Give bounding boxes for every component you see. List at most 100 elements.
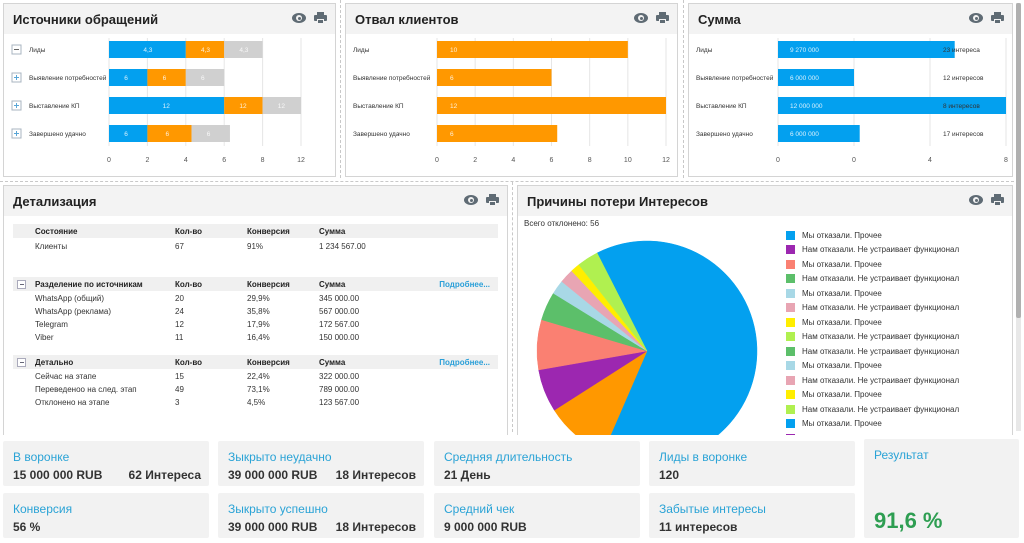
category-label: Выявление потребностей bbox=[353, 74, 431, 82]
legend-label: Мы отказали. Прочее bbox=[802, 288, 882, 298]
kpi-value: 9 000 000 RUB bbox=[444, 520, 527, 534]
col-header: Кол-во bbox=[175, 226, 203, 236]
table-row: Клиенты 67 91% 1 234 567.00 bbox=[13, 239, 498, 252]
kpi-result: Результат 91,6 % bbox=[864, 439, 1019, 538]
legend-item[interactable]: Мы отказали. Прочее bbox=[786, 359, 959, 374]
cell: WhatsApp (общий) bbox=[35, 293, 105, 303]
bar-label: 12 bbox=[239, 103, 247, 110]
panel-header: Источники обращений bbox=[4, 4, 335, 34]
kpi-label: Конверсия bbox=[13, 502, 73, 516]
cell: 16,4% bbox=[247, 332, 270, 342]
legend-swatch bbox=[786, 346, 795, 356]
cell: 789 000.00 bbox=[319, 384, 360, 394]
legend-swatch bbox=[786, 259, 795, 269]
separator bbox=[0, 181, 1014, 182]
bar-label: 6 bbox=[124, 75, 128, 82]
page-scrollbar[interactable] bbox=[1016, 3, 1021, 431]
x-tick-label: 0 bbox=[107, 157, 111, 164]
print-icon[interactable] bbox=[486, 194, 499, 206]
legend-item[interactable]: Мы отказали. Прочее bbox=[786, 257, 959, 272]
panel-header: Детализация bbox=[4, 186, 507, 216]
more-link[interactable]: Подробнее... bbox=[439, 357, 490, 367]
interest-count-label: 12 интересов bbox=[943, 75, 984, 82]
bar-label: 10 bbox=[450, 47, 458, 54]
bar-segment bbox=[109, 125, 148, 142]
bar-segment bbox=[109, 69, 148, 86]
col-header: Конверсия bbox=[247, 357, 290, 367]
bar bbox=[778, 69, 854, 86]
bar-segment bbox=[191, 125, 230, 142]
kpi-forgotten: Забытые интересы 11 интересов bbox=[649, 493, 855, 538]
print-icon[interactable] bbox=[314, 12, 327, 24]
legend-item[interactable]: Нам отказали. Не устраивает функционал bbox=[786, 344, 959, 359]
eye-icon[interactable] bbox=[969, 195, 983, 205]
eye-icon[interactable] bbox=[464, 195, 478, 205]
bar-label: 4,3 bbox=[239, 47, 248, 54]
kpi-value: 120 bbox=[659, 468, 680, 482]
kpi-label: В воронке bbox=[13, 450, 70, 464]
print-icon[interactable] bbox=[656, 12, 669, 24]
eye-icon[interactable] bbox=[292, 13, 306, 23]
bar-label: 9 270 000 bbox=[790, 47, 819, 54]
legend-label: Мы отказали. Прочее bbox=[802, 317, 882, 327]
scroll-thumb[interactable] bbox=[1016, 3, 1021, 318]
bar-segment bbox=[185, 69, 225, 86]
kpi-funnel: В воронке 15 000 000 RUB 62 Интереса bbox=[3, 441, 209, 486]
table-row: Отклонено на этапе 3 4,5% 123 567.00 bbox=[13, 395, 498, 408]
kpi-extra: 18 Интересов bbox=[335, 468, 416, 482]
legend-item[interactable] bbox=[786, 431, 959, 435]
col-header: Сумма bbox=[319, 279, 346, 289]
legend-item[interactable]: Нам отказали. Не устраивает функционал bbox=[786, 301, 959, 316]
table-row: WhatsApp (реклама) 24 35,8% 567 000.00 bbox=[13, 304, 498, 317]
legend-item[interactable]: Нам отказали. Не устраивает функционал bbox=[786, 330, 959, 345]
legend-swatch bbox=[786, 303, 795, 313]
interest-count-label: 23 интереса bbox=[943, 47, 980, 54]
legend-item[interactable]: Мы отказали. Прочее bbox=[786, 417, 959, 432]
kpi-value: 39 000 000 RUB bbox=[228, 468, 318, 482]
print-icon[interactable] bbox=[991, 12, 1004, 24]
legend-swatch bbox=[786, 245, 795, 255]
separator bbox=[683, 0, 684, 178]
panel-title: Сумма bbox=[698, 12, 741, 27]
category-label: Выставление КП bbox=[29, 103, 80, 110]
table-row: WhatsApp (общий) 20 29,9% 345 000.00 bbox=[13, 291, 498, 304]
churn-panel: Отвал клиентов 0 2 4 6 8 10 12 Лиды 10 Выявление … bbox=[345, 3, 678, 177]
bar-label: 4,3 bbox=[143, 47, 152, 54]
eye-icon[interactable] bbox=[969, 13, 983, 23]
col-header: Кол-во bbox=[175, 357, 203, 367]
more-link[interactable]: Подробнее... bbox=[439, 279, 490, 289]
cell: Viber bbox=[35, 332, 54, 342]
print-icon[interactable] bbox=[991, 194, 1004, 206]
legend-item[interactable]: Нам отказали. Не устраивает функционал bbox=[786, 373, 959, 388]
legend-item[interactable]: Нам отказали. Не устраивает функционал bbox=[786, 243, 959, 258]
legend-item[interactable]: Мы отказали. Прочее bbox=[786, 228, 959, 243]
cell: 15 bbox=[175, 371, 184, 381]
kpi-avg-duration: Средняя длительность 21 День bbox=[434, 441, 640, 486]
eye-icon[interactable] bbox=[634, 13, 648, 23]
legend-item[interactable]: Мы отказали. Прочее bbox=[786, 388, 959, 403]
category-label: Завершено удачно bbox=[29, 131, 86, 138]
col-header: Конверсия bbox=[247, 226, 290, 236]
category-label: Выявление потребностей bbox=[29, 74, 107, 82]
legend-item[interactable]: Мы отказали. Прочее bbox=[786, 286, 959, 301]
legend-item[interactable]: Нам отказали. Не устраивает функционал bbox=[786, 272, 959, 287]
legend-swatch bbox=[786, 332, 795, 342]
legend-item[interactable]: Мы отказали. Прочее bbox=[786, 315, 959, 330]
cell: 4,5% bbox=[247, 397, 266, 407]
category-label: Лиды bbox=[353, 47, 370, 54]
bar-segment bbox=[147, 69, 186, 86]
collapse-toggle[interactable] bbox=[17, 358, 26, 367]
category-label: Лиды bbox=[696, 47, 713, 54]
cell: Переведеноо на след. этап bbox=[35, 384, 137, 394]
loss-pie-chart bbox=[536, 240, 758, 435]
legend-swatch bbox=[786, 419, 795, 429]
panel-header: Сумма bbox=[689, 4, 1012, 34]
collapse-toggle[interactable] bbox=[17, 280, 26, 289]
result-value: 91,6 % bbox=[874, 508, 943, 533]
state-table: Состояние Кол-во Конверсия Сумма Клиенты… bbox=[13, 224, 498, 252]
legend-item[interactable]: Нам отказали. Не устраивает функционал bbox=[786, 402, 959, 417]
legend-swatch bbox=[786, 317, 795, 327]
kpi-label: Лиды в воронке bbox=[659, 450, 748, 464]
